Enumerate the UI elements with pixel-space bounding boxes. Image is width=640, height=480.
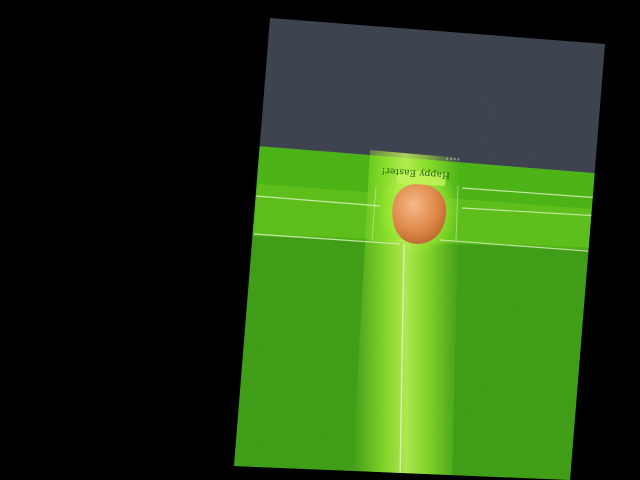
greeting-banner xyxy=(396,170,446,186)
track-line xyxy=(461,207,601,217)
track-line xyxy=(255,195,381,207)
track-line xyxy=(439,239,601,253)
track-line xyxy=(371,185,377,241)
track-line xyxy=(461,187,601,199)
game-frame xyxy=(234,18,605,480)
track-line xyxy=(253,233,401,245)
track-line xyxy=(399,243,405,480)
easter-egg-icon[interactable] xyxy=(392,184,447,244)
tiny-caption: a a a a xyxy=(445,155,460,162)
